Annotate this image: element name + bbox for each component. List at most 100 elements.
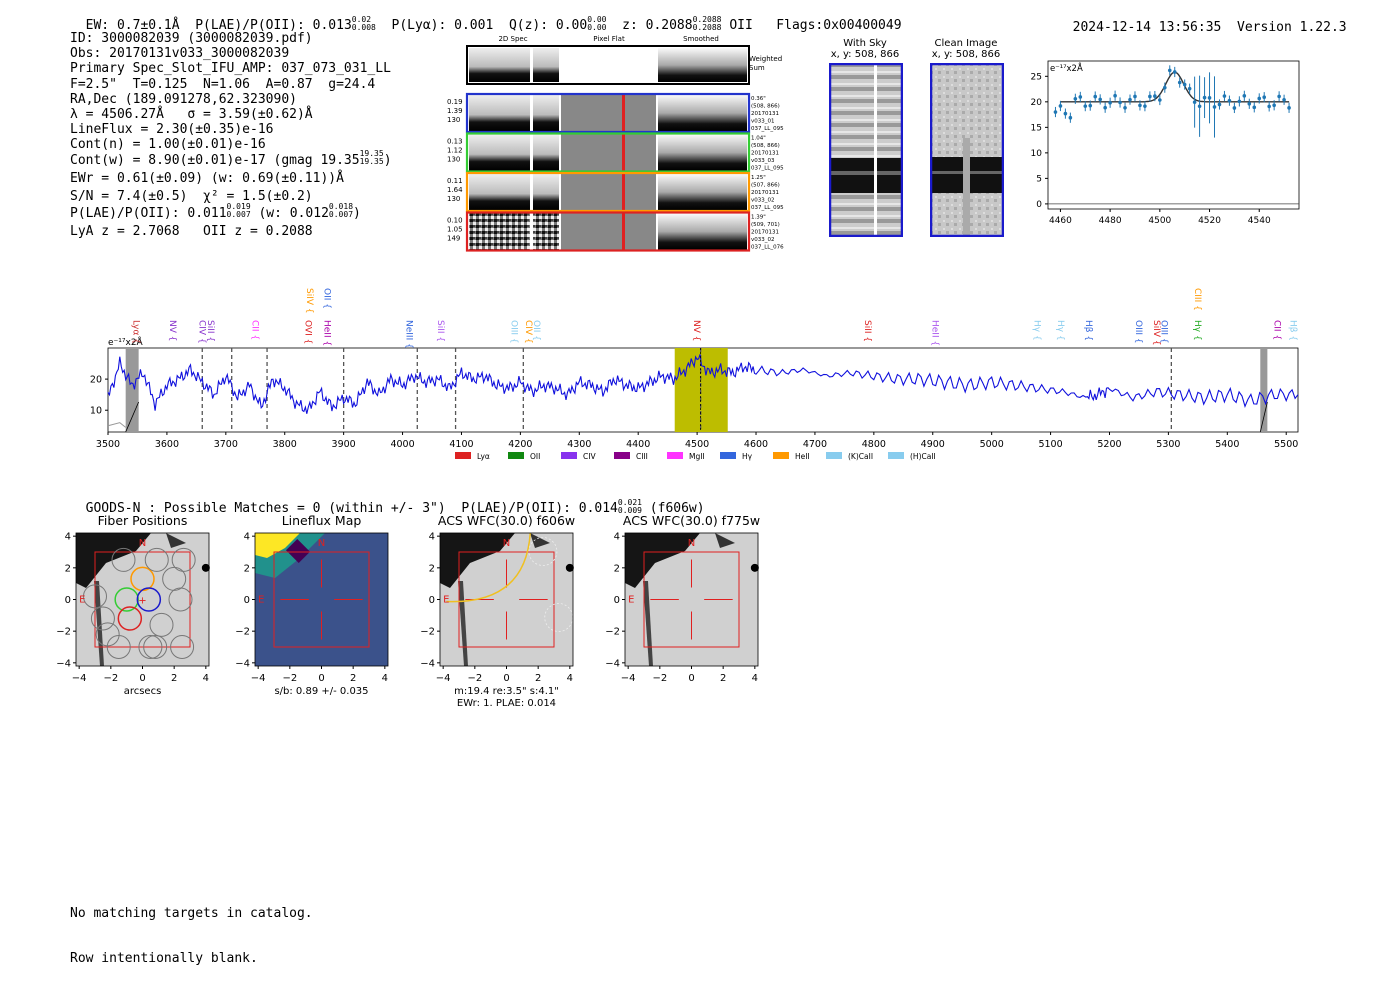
image-panel: ACS WFC(30.0) f606w N E 4 2 0 −2 −4−4 −2 0 2 4 m:19.… <box>420 513 575 709</box>
cutout-2dspec-gap <box>530 95 533 131</box>
cutout-right-label: 1.25" <box>751 175 766 181</box>
aperture-ellipse <box>446 532 531 603</box>
info-obs: Obs: 20170131v033_3000082039 <box>70 46 290 62</box>
fiber-circle <box>144 547 169 572</box>
spectrum-line-label: SiII { <box>862 320 872 342</box>
header-plya: P(Lyα): 0.001 <box>391 18 494 33</box>
spectrum-line-label: CIV { <box>523 320 533 344</box>
col-2dspec-label: 2D Spec <box>498 35 527 43</box>
aperture-box <box>94 551 191 648</box>
spectrum-xtick-label: 4700 <box>803 439 827 450</box>
spectrum-line-label: Hγ { <box>1192 320 1202 341</box>
fit-data-point <box>1063 111 1068 116</box>
spectrum-ylabel: e⁻¹⁷x2Å <box>108 336 144 348</box>
panel-title: Fiber Positions <box>98 513 188 528</box>
fiber-cutouts-svg: 2D Spec Pixel Flat Smoothed Weighted Sum… <box>447 35 784 252</box>
header-datetime: 2024-12-14 13:56:35 <box>1072 20 1222 35</box>
spectrum-xtick-label: 4600 <box>744 439 768 450</box>
with-sky-image <box>829 63 903 237</box>
info-primary: Primary Spec_Slot_IFU_AMP: 037_073_031_L… <box>70 61 391 77</box>
fit-data-point <box>1237 99 1242 104</box>
fit-xtick-label: 4460 <box>1049 216 1072 226</box>
spectrum-xtick-label: 4000 <box>390 439 414 450</box>
fiber-circle <box>111 547 136 572</box>
spectrum-line-label: HeII { <box>930 320 940 346</box>
spectrum-xtick-label: 4500 <box>685 439 709 450</box>
info-ewr: EWr = 0.61(±0.09) (w: 0.69(±0.11))Å <box>70 170 344 186</box>
panel-ytick-label: 4 <box>429 532 435 543</box>
cutout-right-label: 037_LL_095 <box>751 166 784 172</box>
fiber-circle <box>170 635 195 659</box>
spectrum-xtick-label: 4800 <box>862 439 886 450</box>
panel-xtick-label: −2 <box>652 673 667 684</box>
cutout-right-label: v033_02 <box>751 198 775 204</box>
catalog-filter: (f606w) <box>649 501 705 516</box>
info-sn: S/N = 7.4(±0.5) χ² = 1.5(±0.2) <box>70 188 313 204</box>
fit-data-point <box>1088 103 1093 108</box>
panel-ytick-label: 2 <box>244 563 250 574</box>
east-label: E <box>79 595 85 606</box>
panel-xtick-label: 4 <box>752 673 758 684</box>
info-lambda: λ = 4506.27Å σ = 3.59(±0.62)Å <box>70 106 313 122</box>
fit-data-point <box>1252 105 1257 110</box>
cutout-right-label: 037_LL_076 <box>751 245 784 251</box>
fit-data-point <box>1113 93 1117 98</box>
fiber-circle <box>149 612 174 637</box>
spectrum-line-label: HeII { <box>322 320 332 346</box>
panel-ytick-label: −2 <box>235 627 250 638</box>
image-panel: Lineflux Map N E 4 2 0 −2 −4−4 −2 0 2 4 s/b: 0.89 +/… <box>235 513 389 697</box>
spectrum-line-label: Hβ { <box>1083 320 1093 341</box>
cutout-2dspec <box>469 174 559 210</box>
fiber-circle <box>171 547 196 572</box>
fit-data-point <box>1282 97 1286 102</box>
spectrum-legend-swatch <box>773 452 789 459</box>
panel-xtick-label: 0 <box>688 673 694 684</box>
panel-streak-2 <box>166 533 186 548</box>
cutout-right-label: v033_03 <box>751 158 775 164</box>
fit-ytick-label: 25 <box>1031 72 1042 82</box>
panel-xlabel: m:19.4 re:3.5" s:4.1" <box>454 686 559 697</box>
cutout-left-label: 0.19 <box>447 98 463 106</box>
cutout-flat <box>561 213 656 250</box>
cutout-smoothed <box>658 95 747 131</box>
catalog-text: GOODS-N : Possible Matches = 0 (within +… <box>85 501 618 516</box>
east-label: E <box>628 595 634 606</box>
fiber-circle <box>83 584 107 609</box>
cutout-2dspec-gap <box>530 174 533 210</box>
footer-line1: No matching targets in catalog. <box>70 906 313 921</box>
spectrum-legend-swatch <box>508 452 524 459</box>
fit-data-point <box>1108 100 1112 105</box>
spectrum-xtick-label: 3700 <box>214 439 238 450</box>
fit-data-point <box>1053 110 1058 114</box>
catalog-line: GOODS-N : Possible Matches = 0 (within +… <box>70 486 705 516</box>
fit-data-point <box>1068 115 1073 120</box>
cutout-flat <box>561 95 656 131</box>
spectrum-legend-label: (K)CaII <box>848 452 873 461</box>
header-plae: P(LAE)/P(OII): 0.013 <box>195 18 352 33</box>
cutout-2dspec-gap <box>530 134 533 171</box>
spectrum-line-label: CIV { <box>196 320 206 344</box>
spectrum-legend-label: OII <box>530 452 540 461</box>
cutout-right-label: v033_02 <box>751 237 775 243</box>
spectrum-xtick-label: 3600 <box>155 439 179 450</box>
fit-data-point <box>1083 104 1088 108</box>
spectrum-legend-swatch <box>614 452 630 459</box>
north-label: N <box>139 538 146 549</box>
cutout-left-label: 130 <box>447 116 460 124</box>
panel-ytick-label: 2 <box>65 563 71 574</box>
full-spectrum-chart: 3500 3600 3700 3800 3900 4000 4100 4200 4300 4400… <box>90 288 1299 461</box>
cutout-left-label: 149 <box>447 235 460 243</box>
background-aperture <box>528 537 558 566</box>
clean-image-xy: x, y: 508, 866 <box>931 49 1001 60</box>
cutout-right-label: 037_LL_095 <box>751 126 784 132</box>
fit-data-point <box>1247 101 1252 106</box>
cutout-row-frame <box>465 211 751 252</box>
fit-ytick-label: 5 <box>1036 174 1042 184</box>
header-datetime-version: 2024-12-14 13:56:35 Version 1.22.3 <box>1057 5 1347 35</box>
spectrum-line-label: OII { <box>531 320 541 341</box>
cutout-smoothed <box>658 174 747 210</box>
spectrum-line-label: OII { <box>322 288 332 309</box>
fit-data-point <box>1177 80 1182 85</box>
